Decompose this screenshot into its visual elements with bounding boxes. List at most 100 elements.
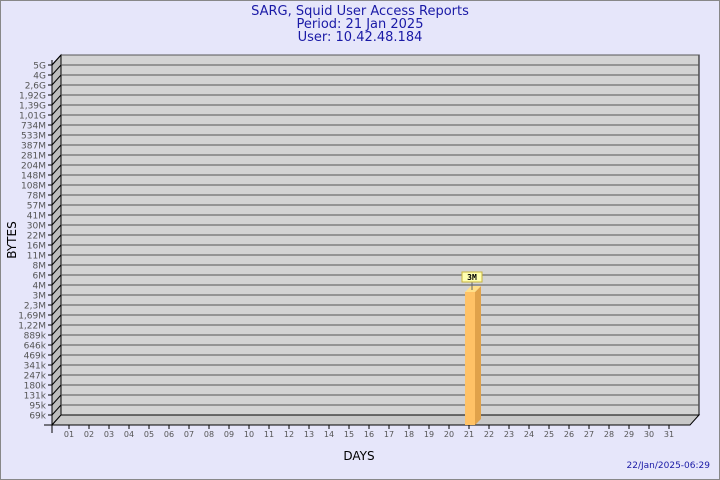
y-tick-label: 734M (21, 122, 46, 132)
x-tick-label: 05 (144, 430, 154, 439)
y-tick-diagonal (51, 294, 62, 306)
bar-side (475, 286, 481, 425)
y-tick-label: 131k (24, 392, 47, 402)
x-tick-label: 14 (324, 430, 334, 439)
x-tick-label: 08 (204, 430, 214, 439)
y-tick-diagonal (51, 264, 62, 276)
y-tick-diagonal (51, 364, 62, 376)
x-axis-label: DAYS (343, 449, 374, 463)
data-label: 3M (467, 273, 477, 282)
y-tick-diagonal (51, 244, 62, 256)
y-tick-diagonal (51, 394, 62, 406)
y-tick-diagonal (51, 194, 62, 206)
y-tick-label: 69k (29, 412, 46, 422)
y-tick-diagonal (51, 224, 62, 236)
x-tick-label: 15 (344, 430, 354, 439)
y-tick-diagonal (51, 184, 62, 196)
y-tick-diagonal (51, 284, 62, 296)
bar-top (465, 286, 481, 292)
y-tick-diagonal (51, 54, 62, 66)
data-label-box (461, 271, 483, 283)
x-tick-label: 26 (564, 430, 574, 439)
x-tick-label: 01 (64, 430, 74, 439)
y-tick-label: 341k (24, 362, 47, 372)
x-tick-label: 03 (104, 430, 114, 439)
y-tick-label: 41M (27, 212, 46, 222)
y-tick-diagonal (51, 234, 62, 246)
y-tick-label: 204M (21, 162, 46, 172)
y-tick-label: 95k (29, 402, 46, 412)
y-tick-label: 16M (27, 242, 46, 252)
x-tick-label: 02 (84, 430, 94, 439)
x-tick-label: 19 (424, 430, 434, 439)
x-tick-label: 13 (304, 430, 314, 439)
y-tick-diagonal (51, 354, 62, 366)
x-tick-label: 04 (124, 430, 134, 439)
y-tick-label: 2,3M (24, 302, 46, 312)
y-tick-diagonal (51, 324, 62, 336)
y-tick-label: 78M (27, 192, 46, 202)
x-tick-label: 07 (184, 430, 194, 439)
y-tick-label: 533M (21, 132, 46, 142)
y-tick-label: 11M (27, 252, 46, 262)
y-tick-label: 1,22M (18, 322, 46, 332)
y-tick-label: 108M (21, 182, 46, 192)
y-tick-diagonal (51, 134, 62, 146)
y-tick-diagonal (51, 94, 62, 106)
y-tick-label: 646k (24, 342, 47, 352)
y-tick-label: 1,69M (18, 312, 46, 322)
y-tick-label: 4G (33, 72, 46, 82)
y-tick-label: 889k (24, 332, 47, 342)
x-tick-label: 21 (464, 430, 474, 439)
y-tick-diagonal (51, 204, 62, 216)
y-tick-diagonal (51, 124, 62, 136)
y-tick-diagonal (51, 404, 62, 416)
y-tick-label: 180k (24, 382, 47, 392)
x-tick-label: 27 (584, 430, 594, 439)
y-tick-label: 4M (33, 282, 47, 292)
x-tick-label: 10 (244, 430, 254, 439)
x-tick-label: 31 (664, 430, 674, 439)
y-tick-diagonal (51, 74, 62, 86)
x-tick-label: 22 (484, 430, 494, 439)
y-tick-diagonal (51, 384, 62, 396)
bar-day-21 (465, 292, 475, 425)
y-tick-label: 22M (27, 232, 46, 242)
y-tick-diagonal (51, 374, 62, 386)
y-tick-label: 2,6G (25, 82, 46, 92)
plot-floor (50, 414, 701, 426)
y-tick-label: 1,92G (19, 92, 46, 102)
x-tick-label: 28 (604, 430, 614, 439)
y-tick-label: 469k (24, 352, 47, 362)
y-tick-label: 148M (21, 172, 46, 182)
y-tick-label: 8M (33, 262, 47, 272)
chart-title: SARG, Squid User Access Reports (251, 4, 469, 19)
x-tick-label: 18 (404, 430, 414, 439)
x-tick-label: 06 (164, 430, 174, 439)
y-tick-diagonal (51, 334, 62, 346)
y-tick-label: 6M (33, 272, 47, 282)
y-tick-diagonal (51, 254, 62, 266)
y-tick-label: 281M (21, 152, 46, 162)
x-tick-label: 11 (264, 430, 274, 439)
y-tick-label: 3M (33, 292, 47, 302)
y-tick-label: 5G (33, 62, 46, 72)
chart-period: Period: 21 Jan 2025 (296, 17, 424, 32)
y-tick-label: 1,01G (19, 112, 46, 122)
x-tick-label: 17 (384, 430, 394, 439)
y-tick-diagonal (51, 64, 62, 76)
x-tick-label: 12 (284, 430, 294, 439)
x-tick-label: 16 (364, 430, 374, 439)
x-tick-label: 24 (524, 430, 534, 439)
y-tick-label: 247k (24, 372, 47, 382)
y-tick-diagonal (51, 114, 62, 126)
y-tick-diagonal (51, 304, 62, 316)
y-tick-diagonal (51, 144, 62, 156)
x-tick-label: 25 (544, 430, 554, 439)
y-tick-diagonal (51, 344, 62, 356)
y-tick-label: 1,39G (19, 102, 46, 112)
y-tick-label: 387M (21, 142, 46, 152)
y-tick-diagonal (51, 174, 62, 186)
y-tick-diagonal (51, 274, 62, 286)
